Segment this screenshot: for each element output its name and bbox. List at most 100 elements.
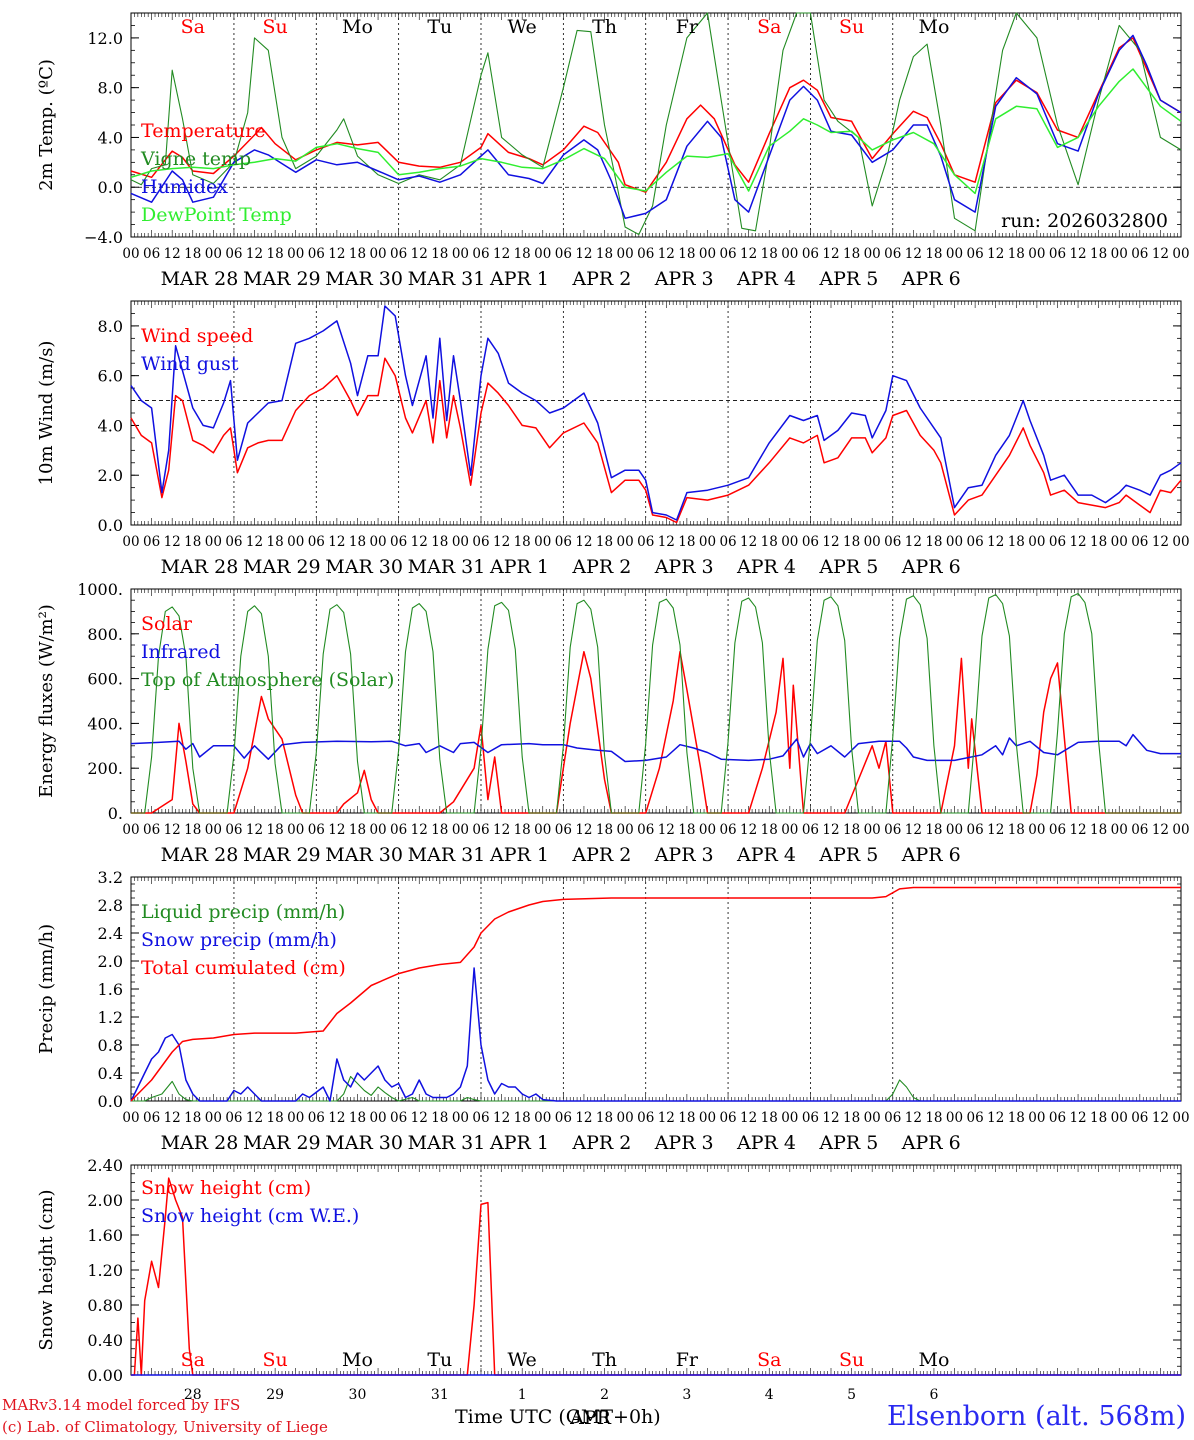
hour-label: 18 <box>1090 246 1107 262</box>
hour-label: 00 <box>534 822 551 838</box>
weekday-label: Sa <box>181 1349 205 1371</box>
legend-entry: Wind gust <box>141 353 239 375</box>
hour-label: 00 <box>1028 1110 1045 1126</box>
hour-label: 18 <box>843 534 860 550</box>
weekday-label: Su <box>262 16 287 38</box>
station-label: Elsenborn (alt. 568m) <box>887 1401 1186 1432</box>
hour-label: 18 <box>761 534 778 550</box>
hour-label: 06 <box>555 822 572 838</box>
ytick-label: 2.40 <box>87 1156 123 1175</box>
weekday-label: Su <box>262 1349 287 1371</box>
hour-label: 06 <box>967 246 984 262</box>
hour-label: 12 <box>328 534 345 550</box>
date-label: MAR 28 <box>161 556 239 578</box>
legend-entry: Snow height (cm) <box>141 1177 311 1199</box>
hour-label: 06 <box>637 246 654 262</box>
ytick-label: 6.0 <box>98 367 123 386</box>
hour-label: 12 <box>411 534 428 550</box>
hour-label: 12 <box>246 822 263 838</box>
hour-label: 12 <box>411 1110 428 1126</box>
date-label: APR 2 <box>571 844 631 866</box>
hour-label: 06 <box>802 534 819 550</box>
hour-label: 06 <box>1049 246 1066 262</box>
ytick-label: 8.0 <box>98 79 123 98</box>
hour-label: 06 <box>967 1110 984 1126</box>
legend-entry: Liquid precip (mm/h) <box>141 901 345 923</box>
ytick-label: 200. <box>87 759 123 778</box>
hour-label: 12 <box>658 822 675 838</box>
hour-label: 00 <box>287 1110 304 1126</box>
date-label: APR 6 <box>901 1132 961 1154</box>
ytick-label: 4.0 <box>98 416 123 435</box>
hour-label: 06 <box>1049 534 1066 550</box>
ytick-label: 2.00 <box>87 1191 123 1210</box>
hour-label: 18 <box>678 246 695 262</box>
ytick-label: 0.8 <box>98 1036 123 1055</box>
hour-label: 18 <box>843 1110 860 1126</box>
hour-label: 12 <box>822 822 839 838</box>
ytick-label: 0.00 <box>87 1366 123 1385</box>
date-label: APR 3 <box>654 268 714 290</box>
hour-label: 18 <box>596 822 613 838</box>
day-number-label: 5 <box>847 1387 856 1403</box>
date-label: MAR 30 <box>325 1132 403 1154</box>
hour-label: 06 <box>390 1110 407 1126</box>
date-label: MAR 28 <box>161 844 239 866</box>
hour-label: 12 <box>987 1110 1004 1126</box>
day-number-label: 31 <box>431 1387 449 1403</box>
date-label: APR 6 <box>901 844 961 866</box>
hour-label: 12 <box>164 534 181 550</box>
ytick-label: 4.0 <box>98 128 123 147</box>
hour-label: 06 <box>472 1110 489 1126</box>
date-label: APR 5 <box>818 556 878 578</box>
hour-label: 00 <box>534 246 551 262</box>
hour-label: 06 <box>1049 1110 1066 1126</box>
date-label: MAR 31 <box>408 556 486 578</box>
day-number-label: 1 <box>518 1387 527 1403</box>
legend-entry: Vigne temp <box>140 148 251 170</box>
hour-label: 06 <box>802 1110 819 1126</box>
hour-label: 12 <box>905 246 922 262</box>
hour-label: 18 <box>514 822 531 838</box>
legend-entry: Humidex <box>141 176 228 198</box>
hour-label: 06 <box>308 822 325 838</box>
ytick-label: 400. <box>87 714 123 733</box>
hour-label: 12 <box>905 1110 922 1126</box>
ytick-label: 1.2 <box>98 1008 123 1027</box>
hour-label: 18 <box>596 534 613 550</box>
date-label: APR 4 <box>736 844 796 866</box>
yaxis-label: 2m Temp. (ºC) <box>36 59 57 191</box>
hour-label: 12 <box>164 1110 181 1126</box>
hour-label: 18 <box>1008 1110 1025 1126</box>
hour-label: 06 <box>719 534 736 550</box>
hour-label: 06 <box>390 534 407 550</box>
hour-label: 18 <box>431 534 448 550</box>
hour-label: 00 <box>699 1110 716 1126</box>
weekday-label: Su <box>839 16 864 38</box>
hour-label: 00 <box>1028 822 1045 838</box>
hour-label: 00 <box>946 822 963 838</box>
hour-label: 18 <box>267 1110 284 1126</box>
hour-label: 00 <box>452 534 469 550</box>
hour-label: 06 <box>472 534 489 550</box>
weekday-label: We <box>508 16 537 38</box>
legend-entry: Top of Atmosphere (Solar) <box>141 669 394 691</box>
hour-label: 18 <box>267 822 284 838</box>
date-label: APR 2 <box>571 1132 631 1154</box>
hour-label: 00 <box>946 534 963 550</box>
hour-label: 12 <box>1069 822 1086 838</box>
hour-label: 00 <box>617 1110 634 1126</box>
hour-label: 00 <box>369 822 386 838</box>
ytick-label: 2.8 <box>98 896 123 915</box>
ytick-label: 1.20 <box>87 1261 123 1280</box>
weekday-label: Th <box>592 16 617 38</box>
day-number-label: 28 <box>184 1387 202 1403</box>
hour-label: 12 <box>328 822 345 838</box>
hour-label: 12 <box>740 534 757 550</box>
hour-label: 00 <box>122 534 139 550</box>
copyright-credit: (c) Lab. of Climatology, University of L… <box>2 1418 328 1436</box>
hour-label: 18 <box>1090 822 1107 838</box>
weekday-label: Fr <box>676 16 699 38</box>
hour-label: 00 <box>1111 534 1128 550</box>
